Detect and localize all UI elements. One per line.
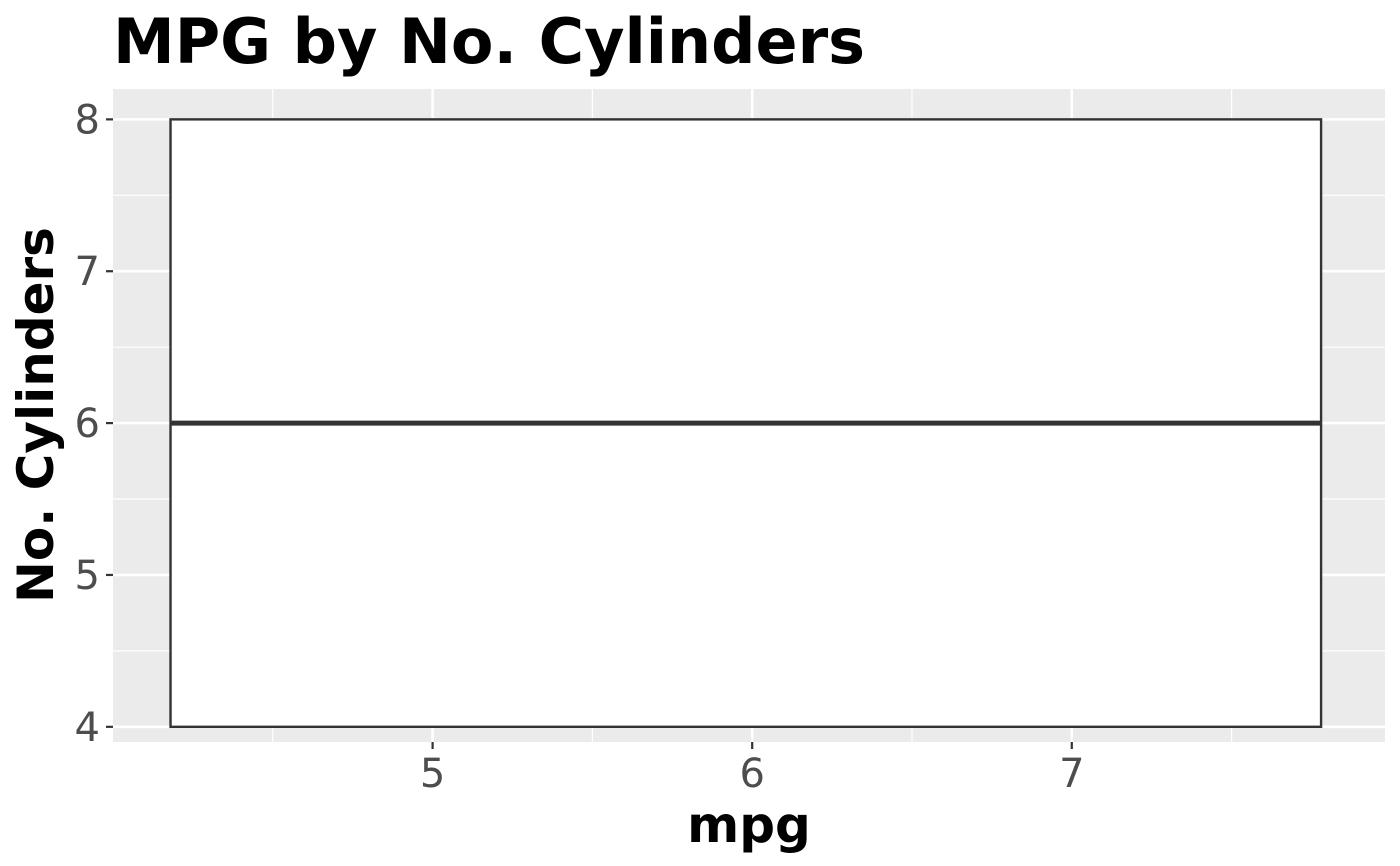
y-tick-label: 4 [75,705,100,751]
x-axis-title: mpg [687,796,811,854]
y-tick-label: 8 [75,97,100,143]
x-tick-label: 7 [1059,751,1084,797]
y-tick-label: 5 [75,553,100,599]
y-tick-label: 7 [75,249,100,295]
y-tick-label: 6 [75,401,100,447]
x-tick-label: 5 [420,751,445,797]
y-axis: 4 5 6 7 8 [75,97,113,751]
y-axis-title: No. Cylinders [7,227,65,603]
x-axis: 5 6 7 [420,742,1085,797]
x-tick-label: 6 [739,751,764,797]
chart-title: MPG by No. Cylinders [113,5,865,78]
boxplot-layer [169,118,1323,729]
